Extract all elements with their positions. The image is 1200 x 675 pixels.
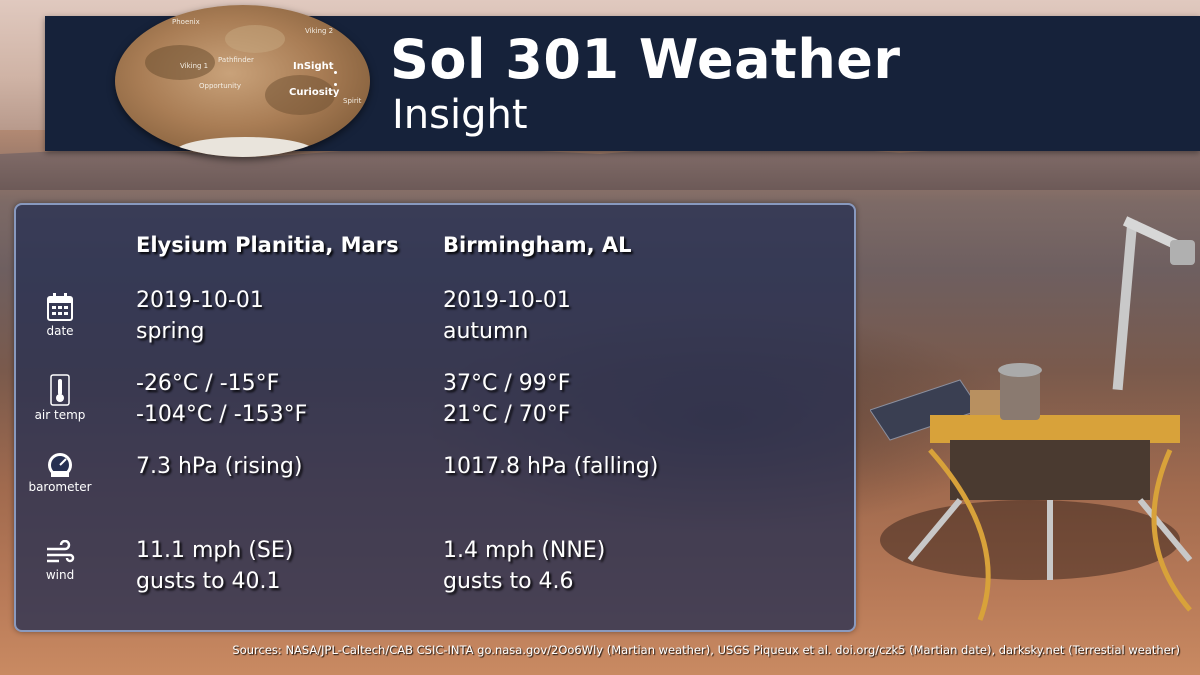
mars-pressure: 7.3 hPa (rising): [136, 454, 303, 479]
map-label-spirit: Spirit: [343, 97, 362, 105]
earth-wind-speed: 1.4 mph (NNE): [443, 538, 606, 563]
page-subtitle: Insight: [392, 92, 528, 138]
row-label-barometer: barometer: [28, 480, 92, 494]
thermometer-icon: [50, 374, 70, 406]
map-label-viking-2: Viking 2: [305, 27, 334, 35]
map-label-pathfinder: Pathfinder: [218, 56, 254, 64]
gauge-icon: [48, 453, 72, 477]
mars-wind-speed: 11.1 mph (SE): [136, 538, 294, 563]
wind-icon: [47, 540, 75, 563]
row-label-wind: wind: [45, 568, 75, 582]
row-label-air-temp: air temp: [34, 408, 86, 422]
mars-date: 2019-10-01: [136, 288, 264, 313]
row-label-date: date: [46, 324, 74, 338]
map-label-insight: InSight: [293, 61, 334, 72]
calendar-icon: [47, 293, 73, 321]
mars-date-cell: 2019-10-01 spring: [136, 285, 264, 347]
insight-lander-illustration: [870, 216, 1195, 621]
earth-date-cell: 2019-10-01 autumn: [443, 285, 571, 347]
earth-wind-gusts: gusts to 4.6: [443, 569, 574, 594]
map-label-opportunity: Opportunity: [199, 82, 242, 90]
map-label-phoenix: Phoenix: [172, 18, 200, 26]
mars-landing-sites-map: Phoenix Viking 2 Viking 1 Pathfinder InS…: [115, 5, 370, 157]
earth-temp-high: 37°C / 99°F: [443, 371, 571, 396]
row-icon-air-temp: air temp: [25, 374, 95, 422]
map-label-viking-1: Viking 1: [180, 62, 209, 70]
row-icon-barometer: barometer: [25, 450, 95, 494]
earth-temp-low: 21°C / 70°F: [443, 402, 571, 427]
earth-season: autumn: [443, 319, 529, 344]
mars-wind-gusts: gusts to 40.1: [136, 569, 281, 594]
row-icon-wind: wind: [25, 540, 95, 582]
mars-temp-low: -104°C / -153°F: [136, 402, 308, 427]
page-title: Sol 301 Weather: [390, 28, 901, 91]
earth-pressure: 1017.8 hPa (falling): [443, 454, 659, 479]
map-label-curiosity: Curiosity: [289, 87, 340, 98]
row-icon-date: date: [25, 292, 95, 338]
earth-wind-cell: 1.4 mph (NNE) gusts to 4.6: [443, 535, 605, 597]
mars-wind-cell: 11.1 mph (SE) gusts to 40.1: [136, 535, 293, 597]
column-header-mars: Elysium Planitia, Mars: [136, 233, 399, 257]
earth-date: 2019-10-01: [443, 288, 571, 313]
mars-season: spring: [136, 319, 205, 344]
mars-temp-cell: -26°C / -15°F -104°C / -153°F: [136, 368, 307, 430]
mars-temp-high: -26°C / -15°F: [136, 371, 280, 396]
weather-comparison-panel: [14, 203, 856, 632]
column-header-earth: Birmingham, AL: [443, 233, 632, 257]
earth-temp-cell: 37°C / 99°F 21°C / 70°F: [443, 368, 570, 430]
sources-footer: Sources: NASA/JPL-Caltech/CAB CSIC-INTA …: [232, 643, 1180, 657]
